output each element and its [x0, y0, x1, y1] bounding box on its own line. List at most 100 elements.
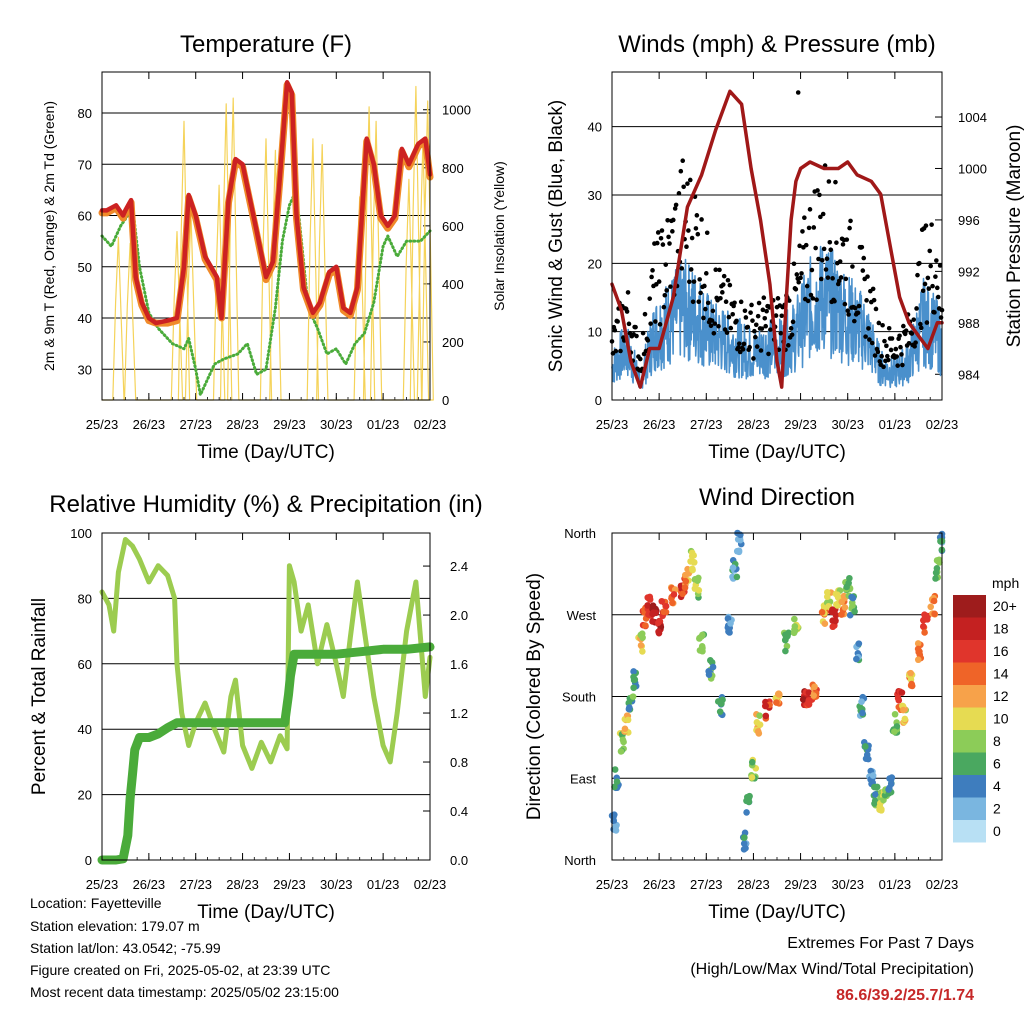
gust-point — [712, 321, 718, 326]
gust-point — [909, 331, 915, 336]
colorbar-swatch — [953, 820, 986, 843]
gust-point — [928, 263, 933, 269]
gust-point — [679, 266, 685, 271]
x-tick-label: 28/23 — [226, 417, 259, 432]
gust-point — [800, 229, 805, 234]
x-tick-label: 29/23 — [784, 417, 817, 432]
gust-point — [938, 315, 944, 320]
x-tick-label: 25/23 — [86, 877, 119, 892]
gust-point — [612, 327, 618, 333]
elevation-text: Station elevation: 179.07 m — [30, 918, 200, 934]
y-tick-label: West — [567, 608, 597, 623]
x-tick-label: 26/23 — [643, 877, 676, 892]
gust-point — [889, 336, 895, 341]
gust-point — [716, 323, 721, 329]
gust-point — [736, 345, 741, 350]
colorbar-swatch — [953, 662, 986, 685]
gust-point — [791, 261, 797, 267]
gust-point — [830, 276, 835, 281]
gust-point — [852, 305, 858, 311]
direction-point — [894, 694, 902, 702]
gust-point — [748, 310, 753, 315]
gust-point — [690, 299, 696, 305]
gust-point — [758, 348, 764, 353]
gust-point — [768, 327, 773, 332]
y-tick-label: 40 — [78, 311, 92, 326]
y-tick-label: East — [570, 771, 596, 786]
gust-point — [724, 330, 730, 335]
gust-point — [763, 323, 768, 329]
direction-point — [887, 776, 895, 784]
gust-point — [648, 321, 653, 326]
gust-point — [898, 344, 903, 350]
gust-point — [713, 267, 719, 272]
direction-point — [871, 783, 878, 791]
x-axis-label-2: Time (Day/UTC) — [708, 442, 846, 463]
x-tick-label: 27/23 — [179, 417, 212, 432]
x-axis-label-4: Time (Day/UTC) — [708, 902, 846, 923]
gust-point — [672, 206, 678, 211]
x-tick-label: 26/23 — [133, 877, 166, 892]
gust-point — [804, 283, 810, 289]
colorbar-label: 16 — [993, 643, 1009, 659]
direction-point — [611, 766, 619, 773]
gust-point — [703, 306, 708, 312]
gust-point — [705, 300, 711, 306]
gust-point — [734, 318, 739, 324]
gust-point — [846, 312, 851, 317]
gust-point — [788, 326, 794, 331]
x-tick-label: 28/23 — [737, 877, 770, 892]
gust-point — [624, 309, 630, 314]
gust-point — [844, 237, 850, 242]
y-right-tick-label: 200 — [442, 335, 464, 350]
gust-point — [918, 321, 923, 327]
gust-point — [695, 231, 701, 237]
gust-point — [893, 346, 899, 352]
gust-point — [726, 314, 732, 320]
direction-point — [914, 656, 922, 664]
chart-title-4: Wind Direction — [699, 484, 855, 511]
direction-point — [931, 610, 938, 618]
x-axis-label-1: Time (Day/UTC) — [197, 442, 335, 463]
gust-point — [882, 338, 887, 344]
x-tick-label: 01/23 — [879, 417, 912, 432]
gust-point — [828, 247, 834, 253]
direction-point — [869, 772, 877, 779]
y-right-tick-label: 0.4 — [450, 804, 468, 819]
y-tick-label: 0 — [595, 393, 602, 408]
gust-point — [930, 283, 935, 289]
direction-point — [756, 712, 763, 720]
gust-point — [866, 326, 871, 331]
x-tick-label: 02/23 — [414, 877, 447, 892]
gust-point — [927, 248, 933, 254]
y-tick-label: 80 — [78, 591, 92, 606]
gust-point — [699, 217, 704, 222]
direction-point — [611, 783, 618, 791]
gust-point — [924, 320, 930, 325]
direction-point — [716, 708, 724, 715]
gust-point — [645, 338, 651, 343]
direction-point — [682, 577, 690, 585]
direction-point — [696, 647, 704, 654]
gust-point — [802, 215, 807, 220]
recent-timestamp-text: Most recent data timestamp: 2025/05/02 2… — [30, 984, 339, 1000]
direction-point — [625, 705, 633, 713]
direction-point — [644, 602, 651, 609]
direction-point — [898, 689, 906, 696]
direction-point — [921, 629, 928, 636]
direction-point — [782, 647, 789, 655]
direction-point — [629, 693, 637, 700]
gust-point — [756, 300, 762, 306]
gust-point — [816, 256, 821, 262]
direction-point — [762, 702, 770, 710]
gust-point — [875, 349, 881, 355]
gust-point — [637, 356, 643, 362]
direction-point — [914, 640, 922, 647]
y-axis-label-3: Percent & Total Rainfall — [29, 598, 50, 795]
gust-point — [752, 328, 757, 334]
gust-point — [742, 308, 748, 314]
gust-point — [821, 246, 827, 252]
gust-point — [738, 299, 744, 305]
x-tick-label: 02/23 — [926, 877, 959, 892]
gust-point — [899, 352, 904, 357]
